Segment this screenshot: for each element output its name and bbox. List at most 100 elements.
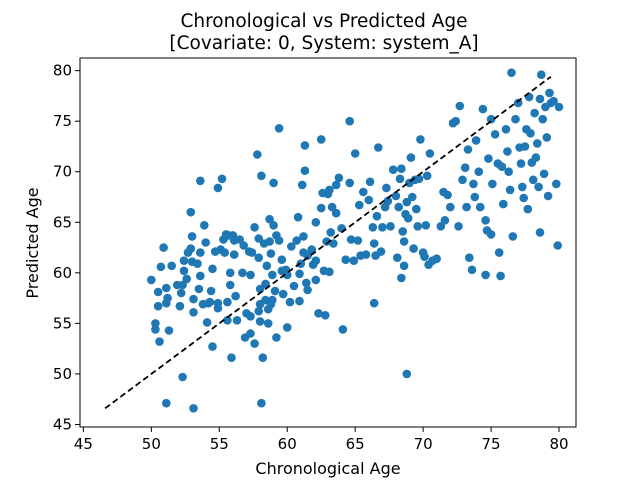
data-point [202, 318, 212, 327]
data-point [225, 268, 235, 278]
data-point [311, 275, 321, 285]
data-point [526, 129, 535, 138]
data-point [533, 139, 542, 148]
data-point [179, 266, 189, 276]
data-point [543, 191, 553, 201]
data-point [208, 342, 217, 351]
data-point [231, 291, 240, 301]
data-point [246, 312, 255, 321]
data-point [382, 183, 391, 193]
data-point [393, 253, 402, 262]
data-point [163, 293, 172, 303]
data-point [208, 264, 217, 274]
data-point [516, 159, 526, 168]
y-tick-label: 75 [53, 112, 72, 130]
data-point [349, 256, 359, 266]
data-point [469, 179, 478, 189]
data-point [246, 329, 255, 338]
data-point [432, 254, 442, 263]
data-point [297, 180, 307, 190]
data-point [345, 116, 355, 126]
data-point [205, 297, 215, 307]
data-point [274, 124, 284, 133]
data-point [238, 268, 247, 278]
data-point [255, 317, 265, 326]
data-point [383, 196, 393, 206]
data-point [376, 247, 386, 256]
y-tick-label: 65 [53, 213, 72, 231]
data-point [402, 369, 412, 379]
data-point [353, 236, 363, 245]
data-point [239, 241, 248, 250]
data-point [341, 255, 351, 264]
data-point [300, 166, 310, 175]
data-point [196, 248, 205, 257]
data-point [263, 319, 273, 328]
data-point [167, 261, 176, 271]
data-point [289, 281, 299, 291]
data-point [531, 153, 541, 162]
data-point [250, 339, 259, 348]
data-point [350, 149, 360, 158]
data-point [175, 301, 185, 311]
data-point [478, 104, 488, 114]
data-point [189, 294, 198, 304]
data-point [451, 116, 461, 126]
data-point [465, 253, 474, 262]
data-point [501, 125, 511, 134]
data-point [463, 145, 473, 154]
data-point [201, 238, 210, 247]
data-point [278, 289, 288, 299]
data-point [151, 325, 160, 334]
data-point [325, 267, 334, 277]
y-axis-label: Predicted Age [23, 187, 42, 298]
data-point [232, 316, 242, 325]
data-point [462, 202, 471, 212]
data-point [220, 248, 229, 257]
data-point [269, 178, 278, 188]
data-point [504, 167, 513, 176]
data-point [277, 255, 287, 264]
data-point [528, 175, 538, 185]
data-point [303, 251, 312, 260]
data-point [545, 88, 554, 98]
data-point [475, 202, 485, 212]
data-point [420, 252, 429, 261]
x-tick-label: 65 [346, 435, 365, 453]
data-point [187, 232, 197, 241]
data-point [272, 333, 281, 342]
data-point [227, 353, 236, 363]
data-point [311, 218, 321, 227]
data-point [549, 96, 558, 106]
data-point [460, 163, 470, 172]
data-point [458, 175, 467, 185]
data-point [254, 306, 263, 316]
data-point [416, 135, 425, 144]
data-point [409, 244, 418, 253]
data-point [282, 270, 292, 280]
data-point [329, 239, 338, 248]
data-point [440, 216, 450, 225]
y-tick-label: 45 [53, 415, 72, 433]
y-tick-label: 70 [53, 163, 72, 181]
data-point [455, 101, 465, 111]
y-tick-label: 55 [53, 314, 72, 332]
data-point [261, 279, 270, 289]
data-point [269, 221, 278, 230]
data-point [414, 174, 424, 184]
x-tick-label: 55 [210, 435, 229, 453]
data-point [364, 195, 374, 205]
data-point [206, 286, 216, 296]
data-point [425, 149, 435, 158]
data-point [331, 180, 341, 190]
data-point [223, 297, 232, 307]
data-point [494, 248, 504, 257]
data-point [497, 162, 507, 171]
data-point [518, 182, 527, 192]
data-point [508, 232, 518, 241]
data-point [511, 114, 520, 124]
data-point [554, 102, 564, 112]
data-point [436, 222, 446, 231]
data-point [176, 288, 186, 298]
